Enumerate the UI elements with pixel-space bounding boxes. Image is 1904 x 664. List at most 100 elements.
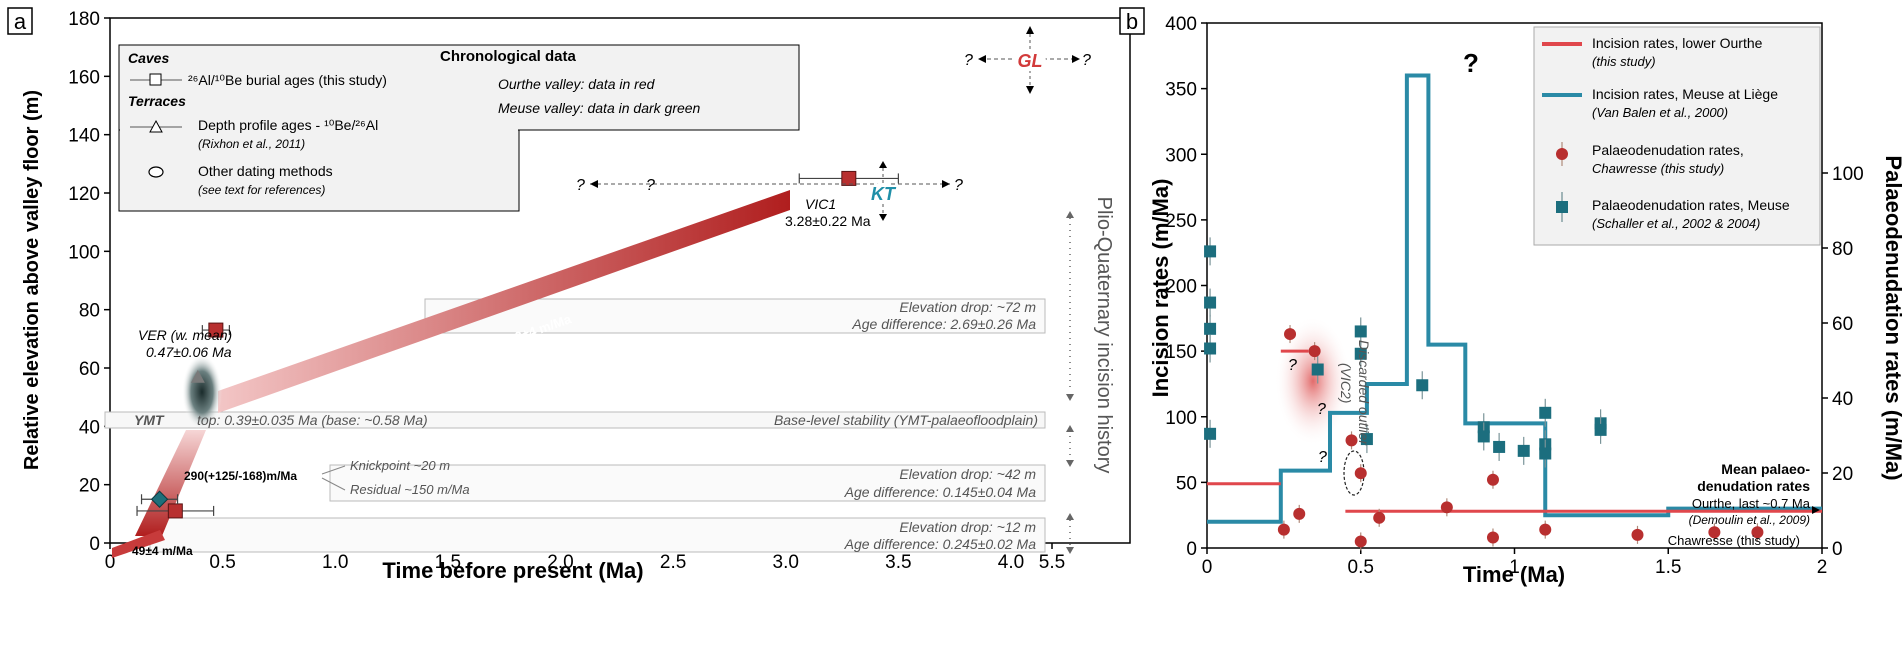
data-point-meuse: [1493, 440, 1506, 453]
panel-b-label: b: [1126, 9, 1138, 34]
drop2-a: Elevation drop: ~42 m: [899, 466, 1036, 482]
y-tick-label-a: 180: [68, 9, 100, 30]
vic1-age: 3.28±0.22 Ma: [785, 213, 871, 229]
y-tick-right-label-b: 20: [1832, 464, 1853, 485]
x-tick-label-b: 0: [1202, 557, 1213, 578]
legend-other-ref: (see text for references): [198, 183, 325, 197]
legend-depth-item: Depth profile ages - ¹⁰Be/²⁶Al: [198, 117, 378, 133]
legend-chawresse-label: Palaeodenudation rates,: [1592, 142, 1744, 158]
peak-question: ?: [1463, 48, 1479, 78]
legend-title: Chronological data: [440, 48, 577, 65]
legend-other-marker: [148, 166, 164, 178]
legend-b: Incision rates, lower Ourthe (this study…: [1533, 26, 1821, 246]
panel-b-label-box: [1119, 7, 1145, 35]
legend-meuse-marker: [1556, 192, 1568, 222]
legend-cave-marker: [130, 73, 182, 86]
data-point-meuse: [1517, 444, 1530, 457]
y-tick-right-label-b: 60: [1832, 314, 1853, 335]
y-axis-a: 0 20 40 60 80 100 120 140 160 180: [68, 9, 110, 555]
panel-a-label: a: [14, 9, 27, 34]
legend-other-item: Other dating methods: [198, 163, 333, 179]
y-tick-label-a: 40: [79, 417, 100, 438]
data-point-meuse: [1360, 433, 1373, 446]
data-point-chawresse: [1308, 345, 1321, 358]
y-axis-label-b: Incision rates (m/Ma): [1148, 179, 1173, 398]
y-tick-label-b: 150: [1165, 342, 1197, 363]
data-point-chawresse: [1708, 526, 1721, 539]
data-point-chawresse: [1631, 528, 1644, 541]
legend-meuse-ref: (Van Balen et al., 2000): [1592, 105, 1728, 120]
legend-meuse-den-ref: (Schaller et al., 2002 & 2004): [1592, 216, 1760, 231]
x-tick-label-a: 3.5: [885, 552, 911, 573]
y-axis-right-b: 0 20 40 60 80 100: [1822, 164, 1864, 560]
drop3-a: Elevation drop: ~12 m: [899, 519, 1036, 535]
residual-connector: [321, 477, 346, 491]
data-point-chawresse: [1345, 434, 1358, 447]
y-axis-right-label-b: Palaeodenudation rates (m/Ma): [1881, 155, 1904, 480]
kt-label: KT: [871, 184, 897, 204]
data-point-chawresse: [1486, 473, 1499, 486]
gl-q2: ?: [1082, 52, 1091, 69]
x-tick-label-b: 0.5: [1348, 557, 1374, 578]
mean-ourthe: Ourthe, last ~0.7 Ma: [1692, 496, 1811, 511]
history-axis: Plio-Quaternary incision history: [1066, 197, 1115, 554]
rate-band-49: [112, 530, 165, 558]
legend-caves: Caves: [128, 50, 169, 66]
data-point-meuse: [1204, 342, 1217, 355]
rate-band-290: [135, 430, 206, 536]
data-point-meuse: [1204, 322, 1217, 335]
data-point-chawresse: [1486, 531, 1499, 544]
legend-chawresse-ref: Chawresse (this study): [1592, 161, 1724, 176]
data-point-meuse: [1204, 427, 1217, 440]
data-point-meuse: [1354, 347, 1367, 360]
y-tick-label-b: 300: [1165, 145, 1197, 166]
data-point-chawresse: [1539, 523, 1552, 536]
mean-chawresse: Chawresse (this study): [1668, 533, 1800, 548]
data-point-meuse: [1416, 379, 1429, 392]
chaw-q3: ?: [1318, 449, 1327, 466]
data-point-chawresse: [1293, 507, 1306, 520]
x-axis-b: 0 0.5 1 1.5 2: [1202, 548, 1828, 578]
drop-box-2: [329, 464, 1046, 502]
x-tick-label-a: 0.5: [209, 552, 235, 573]
kt-marker: KT ? ? ?: [576, 161, 963, 221]
drop1-a: Elevation drop: ~72 m: [899, 299, 1036, 315]
drop-box-1: [424, 298, 1046, 334]
kt-q1: ?: [576, 177, 585, 194]
x-axis-label-a: Time before present (Ma): [382, 558, 643, 583]
y-tick-label-a: 60: [79, 359, 100, 380]
data-point-meuse: [1539, 406, 1552, 419]
ymt-label: YMT: [134, 412, 165, 428]
x-tick-label-break-a: 5.5: [1039, 552, 1065, 573]
x-tick-label-a: 2.0: [547, 552, 573, 573]
data-point-diamond: [150, 490, 169, 508]
x-tick-label-a: 3.0: [773, 552, 799, 573]
kt-q2: ?: [646, 177, 655, 194]
y-tick-label-a: 160: [68, 67, 100, 88]
data-point-triangle: [190, 369, 205, 383]
residual-text: Residual ~150 m/Ma: [350, 482, 470, 497]
ver-age: 0.47±0.06 Ma: [146, 344, 232, 360]
data-point-chawresse: [1284, 328, 1297, 341]
x-tick-label-b: 2: [1817, 557, 1828, 578]
x-tick-label-a: 2.5: [660, 552, 686, 573]
rate-label-290: 290(+125/-168)m/Ma: [184, 469, 297, 483]
y-tick-label-a: 20: [79, 476, 100, 497]
data-point-chawresse: [1373, 511, 1386, 524]
y-tick-label-a: 100: [68, 242, 100, 263]
points-b: [1204, 237, 1764, 551]
x-tick-label-b: 1.5: [1655, 557, 1681, 578]
drop3-b: Age difference: 0.245±0.02 Ma: [844, 536, 1037, 552]
y-tick-label-b: 50: [1176, 473, 1197, 494]
data-point-meuse: [1539, 447, 1552, 460]
discarded-text: Discarded outlier: [1356, 340, 1372, 446]
x-tick-label-b: 1: [1509, 557, 1520, 578]
data-point-chawresse: [1354, 535, 1367, 548]
mean-ourthe-ref: (Demoulin et al., 2009): [1689, 513, 1810, 527]
y-tick-label-b: 400: [1165, 14, 1197, 35]
mean-title-2: denudation rates: [1697, 478, 1810, 494]
y-tick-right-label-b: 100: [1832, 164, 1864, 185]
data-point-square: [841, 170, 857, 186]
